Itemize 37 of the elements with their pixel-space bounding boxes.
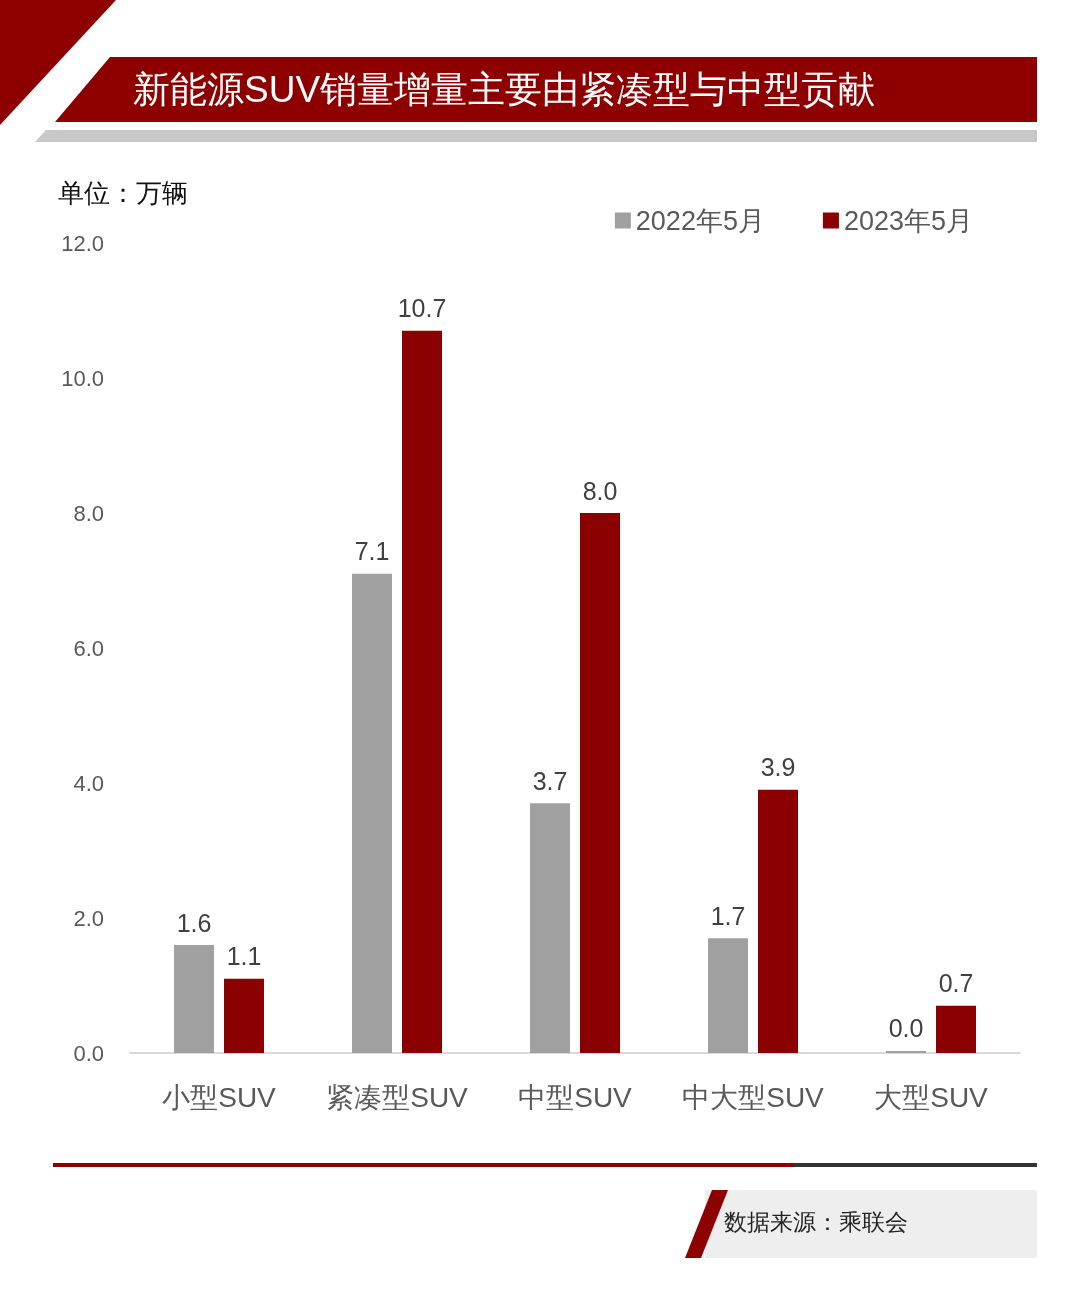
bar xyxy=(886,1050,926,1053)
y-tick-label: 4.0 xyxy=(73,770,104,796)
x-tick-label: 中大型SUV xyxy=(682,1081,825,1113)
legend-label: 2022年5月 xyxy=(635,205,765,236)
data-label: 1.6 xyxy=(176,908,212,937)
bar xyxy=(224,978,264,1053)
data-label: 7.1 xyxy=(354,537,390,566)
bar xyxy=(352,573,392,1053)
bar xyxy=(936,1005,976,1053)
y-tick-label: 10.0 xyxy=(61,365,104,391)
y-tick-label: 12.0 xyxy=(61,230,104,256)
bar xyxy=(708,938,748,1053)
y-tick-label: 8.0 xyxy=(73,500,104,526)
chart-title: 新能源SUV销量增量主要由紧凑型与中型贡献 xyxy=(133,69,876,110)
y-tick-label: 2.0 xyxy=(73,905,104,931)
y-tick-label: 0.0 xyxy=(73,1040,104,1066)
legend-label: 2023年5月 xyxy=(843,205,974,236)
data-label: 10.7 xyxy=(397,294,447,323)
data-label: 3.9 xyxy=(760,753,796,782)
data-label: 8.0 xyxy=(582,476,618,505)
x-tick-label: 中型SUV xyxy=(518,1081,633,1113)
source-note: 数据来源：乘联会 xyxy=(724,1208,908,1235)
y-axis-title: 单位：万辆 xyxy=(58,178,188,208)
data-label: 1.7 xyxy=(710,901,746,930)
x-tick-label: 小型SUV xyxy=(162,1081,277,1113)
bar xyxy=(402,330,442,1053)
bar xyxy=(580,513,620,1053)
y-tick-label: 6.0 xyxy=(73,635,104,661)
bar xyxy=(758,789,798,1053)
x-tick-label: 紧凑型SUV xyxy=(326,1081,469,1113)
data-label: 1.1 xyxy=(226,942,262,971)
bar xyxy=(174,945,214,1053)
data-label: 0.7 xyxy=(938,969,974,998)
data-label: 3.7 xyxy=(532,766,568,795)
data-label: 0.0 xyxy=(888,1014,924,1043)
bar xyxy=(530,803,570,1053)
x-tick-label: 大型SUV xyxy=(874,1081,989,1113)
